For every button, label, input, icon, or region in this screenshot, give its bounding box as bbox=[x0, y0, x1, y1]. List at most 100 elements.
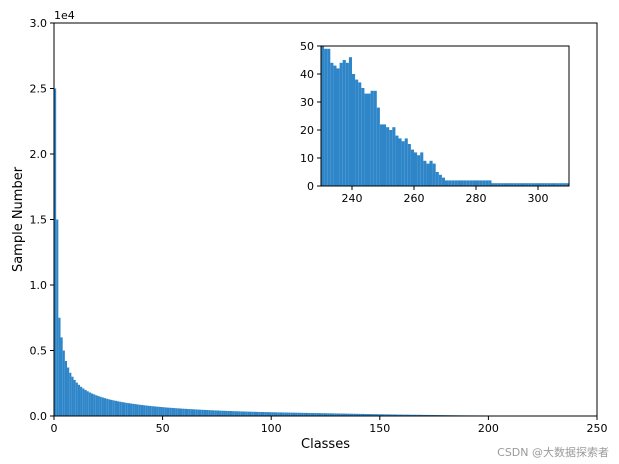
x-axis-label: Classes bbox=[301, 437, 350, 452]
main-bar bbox=[71, 376, 74, 416]
main-bar bbox=[312, 413, 315, 416]
main-bar bbox=[262, 412, 265, 416]
main-bar bbox=[227, 410, 230, 416]
main-bar bbox=[95, 395, 98, 416]
main-bar bbox=[429, 414, 432, 416]
inset-bar bbox=[553, 183, 557, 186]
inset-bar bbox=[562, 183, 566, 186]
inset-y-tick-label: 10 bbox=[300, 152, 314, 165]
main-bar bbox=[368, 414, 372, 416]
main-bar bbox=[114, 400, 117, 416]
inset-bar bbox=[389, 130, 393, 186]
main-bar bbox=[134, 404, 137, 416]
inset-bar bbox=[370, 90, 374, 186]
main-bar bbox=[108, 399, 111, 416]
main-bar bbox=[423, 414, 426, 416]
main-bar bbox=[106, 398, 109, 416]
main-bar bbox=[310, 412, 313, 416]
main-bar bbox=[169, 407, 172, 416]
main-bars bbox=[54, 88, 589, 416]
main-bar bbox=[179, 408, 183, 416]
main-y-tick-label: 1.5 bbox=[30, 214, 48, 227]
main-x-tick-label: 250 bbox=[587, 422, 608, 435]
main-bar bbox=[349, 413, 352, 416]
inset-bar bbox=[392, 127, 396, 186]
inset-bar bbox=[550, 183, 554, 186]
main-bar bbox=[395, 414, 398, 416]
inset-bar bbox=[457, 180, 461, 186]
inset-bar bbox=[358, 82, 362, 186]
main-bar bbox=[208, 410, 211, 416]
main-bar bbox=[403, 414, 406, 416]
inset-bar bbox=[386, 127, 390, 186]
main-bar bbox=[303, 412, 306, 416]
main-bar bbox=[75, 382, 78, 416]
inset-bar bbox=[516, 183, 520, 186]
main-bar bbox=[412, 414, 415, 416]
main-bar bbox=[381, 414, 385, 416]
main-bar bbox=[229, 411, 233, 416]
inset-bar bbox=[367, 93, 371, 186]
inset-bar bbox=[441, 177, 445, 186]
main-bar bbox=[160, 407, 163, 416]
main-bar bbox=[138, 404, 141, 416]
inset-bar bbox=[383, 124, 387, 186]
inset-bar bbox=[429, 160, 433, 186]
inset-bar bbox=[525, 183, 529, 186]
inset-bar bbox=[451, 180, 455, 186]
main-bar bbox=[101, 397, 104, 416]
inset-bar bbox=[345, 62, 349, 186]
main-bar bbox=[119, 401, 122, 416]
main-y-tick-label: 2.5 bbox=[30, 83, 48, 96]
main-bar bbox=[173, 408, 176, 416]
main-bar bbox=[153, 406, 157, 416]
main-bar bbox=[358, 413, 361, 416]
main-bar bbox=[425, 414, 428, 416]
main-bar bbox=[305, 412, 309, 416]
main-bar bbox=[99, 396, 102, 416]
inset-bar bbox=[333, 65, 337, 186]
main-bar bbox=[223, 410, 226, 416]
inset-bar bbox=[410, 149, 414, 186]
inset-bar bbox=[327, 48, 331, 186]
inset-bar bbox=[479, 180, 483, 186]
inset-bar bbox=[463, 180, 467, 186]
main-bar bbox=[90, 393, 94, 416]
main-bar bbox=[190, 409, 194, 416]
main-bar bbox=[121, 402, 124, 416]
main-bar bbox=[384, 414, 387, 416]
inset-bar bbox=[339, 62, 343, 186]
main-bar bbox=[431, 414, 435, 416]
main-bar bbox=[264, 412, 267, 416]
inset-bar bbox=[466, 180, 470, 186]
main-bar bbox=[360, 413, 363, 416]
inset-bars bbox=[321, 46, 569, 187]
main-bar bbox=[73, 379, 76, 416]
main-bar bbox=[386, 414, 389, 416]
main-bar bbox=[269, 412, 272, 416]
main-bar bbox=[82, 388, 85, 416]
main-bar bbox=[260, 411, 263, 416]
inset-bar bbox=[500, 183, 504, 186]
inset-y-tick-label: 30 bbox=[300, 96, 314, 109]
main-bar bbox=[373, 414, 376, 416]
main-bar bbox=[366, 414, 369, 416]
inset-bar bbox=[445, 180, 449, 186]
main-bar bbox=[130, 403, 133, 416]
inset-bar bbox=[342, 60, 346, 186]
main-bar bbox=[203, 409, 207, 416]
watermark: CSDN @大数据探索者 bbox=[497, 446, 609, 459]
main-bar bbox=[332, 413, 335, 416]
main-y-tick-label: 1.0 bbox=[30, 279, 48, 292]
main-bar bbox=[416, 414, 419, 416]
inset-bar bbox=[476, 180, 480, 186]
main-x-tick-label: 150 bbox=[369, 422, 390, 435]
main-bar bbox=[258, 411, 261, 416]
main-bar bbox=[351, 413, 354, 416]
inset-bar bbox=[432, 163, 436, 186]
inset-bar bbox=[556, 183, 560, 186]
main-x-tick-label: 50 bbox=[156, 422, 170, 435]
main-bar bbox=[88, 392, 91, 416]
main-bar bbox=[284, 412, 287, 416]
main-bar bbox=[60, 337, 63, 416]
